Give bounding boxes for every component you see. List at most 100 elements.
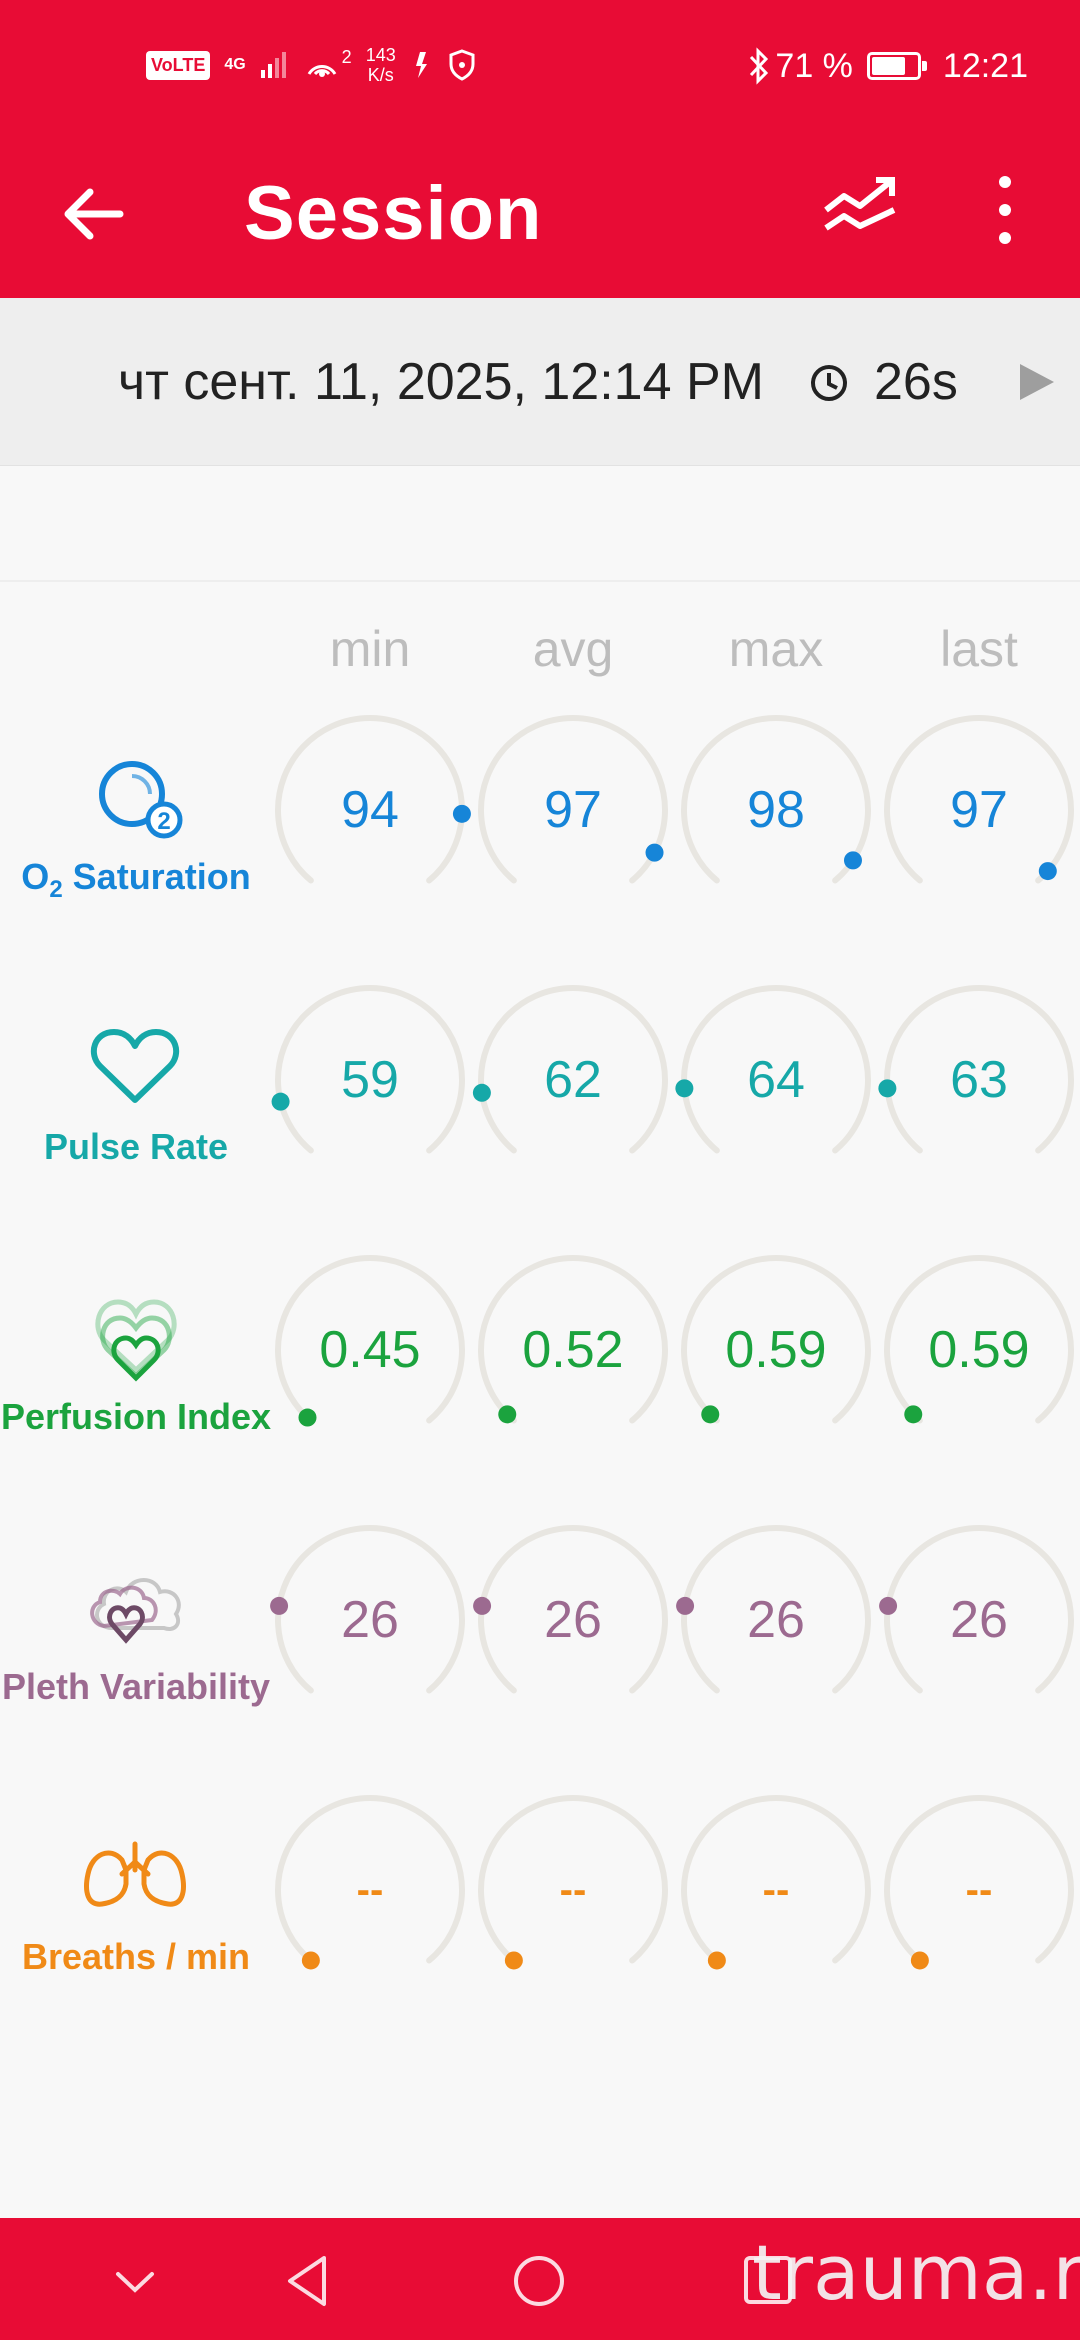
- hotspot-icon: [307, 64, 336, 77]
- gauge-arc: [270, 1525, 465, 1694]
- gauge-o2-saturation-last: 97: [881, 712, 1077, 884]
- status-left: VoLTE 4G 2 143 K/s: [146, 40, 476, 90]
- gauge-value: 97: [950, 781, 1008, 839]
- gauge-value: 0.52: [522, 1321, 624, 1379]
- page-title: Session: [244, 171, 543, 256]
- more-options-button[interactable]: [980, 170, 1030, 250]
- nav-hide-icon[interactable]: [100, 2246, 170, 2316]
- gauge-value: 26: [544, 1591, 602, 1649]
- gauge-pleth-variability-max: 26: [676, 1522, 874, 1694]
- session-header: чт сент. 11, 2025, 12:14 PM 26s: [0, 298, 1080, 466]
- trend-icon: [824, 177, 896, 231]
- gauge-breaths-per-min-max: --: [678, 1792, 874, 1970]
- gauge-indicator-dot: [878, 1079, 897, 1098]
- gauge-o2-saturation-max: 98: [678, 712, 874, 884]
- session-duration: 26s: [874, 353, 958, 411]
- gauge-perfusion-index-min: 0.45: [272, 1252, 468, 1427]
- gauge-track: [275, 1525, 465, 1694]
- gauge-pulse-rate-min: 59: [271, 982, 468, 1154]
- gauge-indicator-dot: [904, 1405, 923, 1424]
- gauge-track: [681, 715, 871, 884]
- column-header-avg: avg: [532, 621, 614, 677]
- gauge-indicator-dot: [271, 1092, 290, 1111]
- clock-icon: [811, 365, 847, 401]
- gauge-track: [681, 1795, 871, 1964]
- gauge-value: 64: [747, 1051, 805, 1109]
- gauge-arc: [879, 1525, 1074, 1694]
- gauge-breaths-per-min-min: --: [272, 1792, 468, 1970]
- gauge-arc: [275, 715, 471, 884]
- watermark-text: trauma.ru: [752, 2228, 1080, 2317]
- app-bar: Session: [0, 130, 1080, 298]
- column-header-last: last: [940, 621, 1018, 677]
- gauge-indicator-dot: [843, 851, 862, 870]
- nav-recents-icon[interactable]: [734, 2246, 804, 2316]
- gauge-track: [884, 1795, 1074, 1964]
- signal-icon: [260, 52, 286, 78]
- metric-label-pleth-variability: Pleth Variability: [1, 1666, 271, 1707]
- gauge-value: 26: [341, 1591, 399, 1649]
- gauge-arc: [681, 715, 871, 884]
- gauge-breaths-per-min-avg: --: [475, 1792, 671, 1970]
- gauge-arc: [472, 985, 668, 1154]
- gauge-track: [681, 1255, 871, 1424]
- metric-label-breaths-per-min: Breaths / min: [21, 1936, 251, 1977]
- metric-label-pulse-rate: Pulse Rate: [43, 1126, 229, 1167]
- nav-home-icon[interactable]: [504, 2246, 574, 2316]
- gauge-perfusion-index-last: 0.59: [881, 1252, 1077, 1424]
- heart-icon: [90, 1029, 180, 1103]
- gauge-arc: [681, 1255, 871, 1424]
- svg-text:2: 2: [157, 808, 170, 835]
- session-date: чт сент. 11, 2025, 12:14 PM: [118, 353, 764, 411]
- status-bar: VoLTE 4G 2 143 K/s 71 % 12: [0, 0, 1080, 130]
- gauge-arc: [878, 985, 1074, 1154]
- navigation-bar: [0, 2218, 1080, 2340]
- gauge-value: --: [762, 1868, 790, 1912]
- lungs-icon: [84, 1841, 186, 1907]
- shield-icon: [449, 49, 475, 81]
- column-header-min: min: [329, 621, 411, 677]
- gauge-indicator-dot: [879, 1596, 898, 1615]
- gauge-arc: [478, 715, 668, 884]
- app-notification-icon: [415, 52, 427, 78]
- play-button[interactable]: [1014, 360, 1058, 404]
- gauge-arc: [884, 1255, 1074, 1424]
- more-vert-icon: [999, 176, 1011, 244]
- gauge-indicator-dot: [1038, 862, 1057, 881]
- volte-badge: VoLTE: [146, 50, 211, 80]
- gauge-value: --: [965, 1868, 993, 1912]
- gauge-track: [478, 1525, 668, 1694]
- gauge-track: [275, 985, 465, 1154]
- gauge-value: 98: [747, 781, 805, 839]
- gauge-pleth-variability-avg: 26: [473, 1522, 671, 1694]
- trend-button[interactable]: [820, 170, 910, 250]
- metric-label-o2-saturation: O2 Saturation: [21, 856, 251, 904]
- network-speed: 143 K/s: [365, 45, 396, 85]
- gauge-track: [478, 715, 668, 884]
- gauge-track: [275, 1255, 465, 1424]
- gauge-arc: [884, 715, 1074, 884]
- gauge-track: [681, 1525, 871, 1694]
- gauge-value: 63: [950, 1051, 1008, 1109]
- battery-icon: [866, 52, 927, 80]
- gauge-value: --: [559, 1868, 587, 1912]
- back-arrow-icon: [64, 188, 124, 240]
- gauge-track: [884, 1525, 1074, 1694]
- gauge-indicator-dot: [645, 843, 664, 862]
- gauge-track: [884, 715, 1074, 884]
- gauge-arc: [676, 1525, 871, 1694]
- gauge-pulse-rate-avg: 62: [472, 982, 671, 1154]
- network-type: 4G: [224, 56, 246, 73]
- gauge-pulse-rate-max: 64: [675, 982, 874, 1154]
- gauge-o2-saturation-avg: 97: [475, 712, 671, 884]
- gauge-value: 62: [544, 1051, 602, 1109]
- gauge-indicator-dot: [707, 1951, 726, 1970]
- back-button[interactable]: [58, 174, 138, 254]
- nav-back-icon[interactable]: [274, 2246, 344, 2316]
- gauge-value: 97: [544, 781, 602, 839]
- gauge-arc: [675, 985, 871, 1154]
- gauge-indicator-dot: [504, 1951, 523, 1970]
- divider: [0, 580, 1080, 582]
- column-header-max: max: [728, 621, 824, 677]
- o2-saturation-icon: 2: [99, 761, 183, 839]
